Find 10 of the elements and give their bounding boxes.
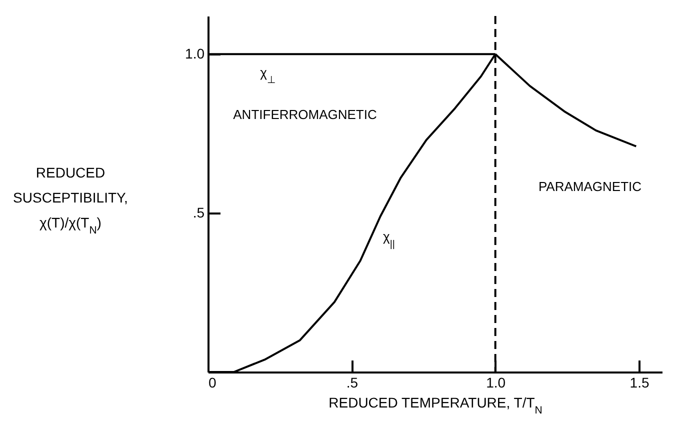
- x-tick-label: 1.5: [630, 374, 650, 390]
- annotation: ANTIFERROMAGNETIC: [233, 107, 377, 122]
- annotation: PARAMAGNETIC: [538, 179, 642, 194]
- annotation: χ$_{||}$: [383, 229, 395, 250]
- x-tick-label: .5: [346, 374, 358, 390]
- x-tick-label: 1.0: [486, 374, 506, 390]
- y-axis-title: REDUCED SUSCEPTIBILITY, χ(T)/χ(T$_{N}$): [13, 164, 128, 236]
- x-axis-title: REDUCED TEMPERATURE, T/T$_{N}$: [328, 394, 542, 416]
- x-tick-label: 0: [208, 374, 216, 390]
- annotation: χ$_{⊥}$: [260, 65, 276, 86]
